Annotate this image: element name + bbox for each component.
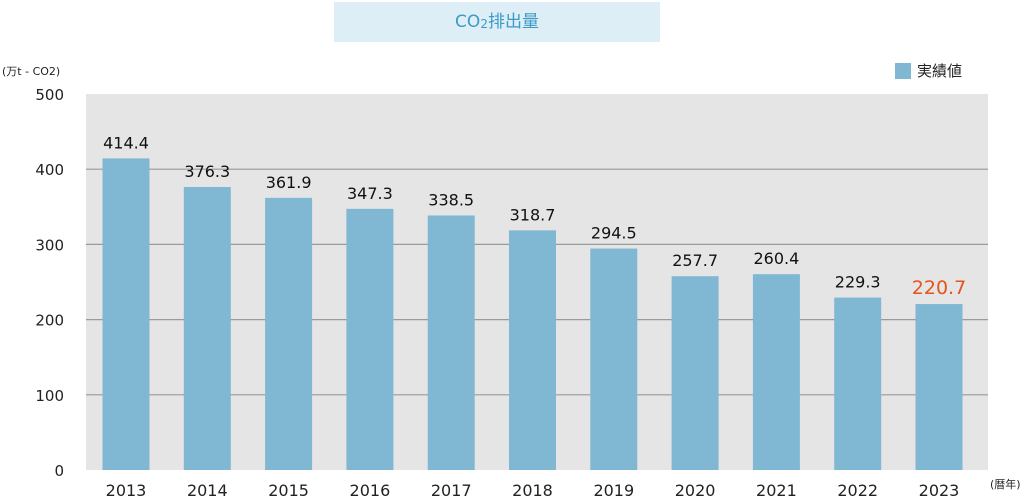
x-tick-label-2022: 2022 — [837, 481, 878, 500]
bar-2018 — [509, 230, 556, 470]
bar-2014 — [183, 187, 231, 470]
y-tick-label: 100 — [35, 387, 64, 405]
y-tick-label: 400 — [35, 161, 64, 179]
x-tick-label-2016: 2016 — [350, 481, 391, 500]
value-label-2019: 294.5 — [591, 224, 637, 243]
value-label-2018: 318.7 — [510, 205, 556, 224]
value-label-2013: 414.4 — [103, 133, 149, 152]
value-label-2015: 361.9 — [266, 173, 312, 192]
bar-2022 — [834, 297, 882, 470]
y-axis-unit: (万t - CO2) — [2, 65, 61, 78]
bar-2015 — [265, 197, 313, 470]
x-tick-label-2019: 2019 — [593, 481, 634, 500]
x-axis-unit: (暦年) — [990, 478, 1021, 491]
value-label-2022: 229.3 — [835, 273, 881, 292]
chart-title-box: CO2排出量 — [334, 2, 660, 42]
x-tick-label-2020: 2020 — [675, 481, 716, 500]
value-label-2023: 220.7 — [912, 277, 966, 299]
value-label-2017: 338.5 — [428, 190, 474, 209]
bar-2019 — [590, 248, 638, 470]
x-tick-label-2013: 2013 — [106, 481, 147, 500]
x-tick-label-2021: 2021 — [756, 481, 797, 500]
value-label-2020: 257.7 — [672, 251, 718, 270]
legend: 実績値 — [895, 60, 962, 81]
bar-2017 — [427, 215, 475, 470]
y-tick-label: 0 — [54, 462, 64, 480]
x-tick-label-2023: 2023 — [919, 481, 960, 500]
bar-2013 — [102, 158, 150, 470]
x-tick-label-2014: 2014 — [187, 481, 228, 500]
value-label-2016: 347.3 — [347, 184, 393, 203]
y-tick-label: 200 — [35, 312, 64, 330]
y-tick-label: 500 — [35, 86, 64, 104]
x-tick-label-2017: 2017 — [431, 481, 472, 500]
y-tick-label: 300 — [35, 236, 64, 254]
x-tick-label-2018: 2018 — [512, 481, 553, 500]
bar-2021 — [752, 274, 800, 470]
bar-2023 — [915, 304, 963, 470]
value-label-2014: 376.3 — [184, 162, 230, 181]
legend-swatch — [895, 62, 911, 79]
chart-title: CO2排出量 — [455, 12, 539, 32]
bar-2016 — [346, 208, 394, 471]
value-label-2021: 260.4 — [753, 249, 799, 268]
x-tick-label-2015: 2015 — [268, 481, 309, 500]
legend-label: 実績値 — [917, 62, 963, 80]
bar-2020 — [671, 276, 719, 470]
